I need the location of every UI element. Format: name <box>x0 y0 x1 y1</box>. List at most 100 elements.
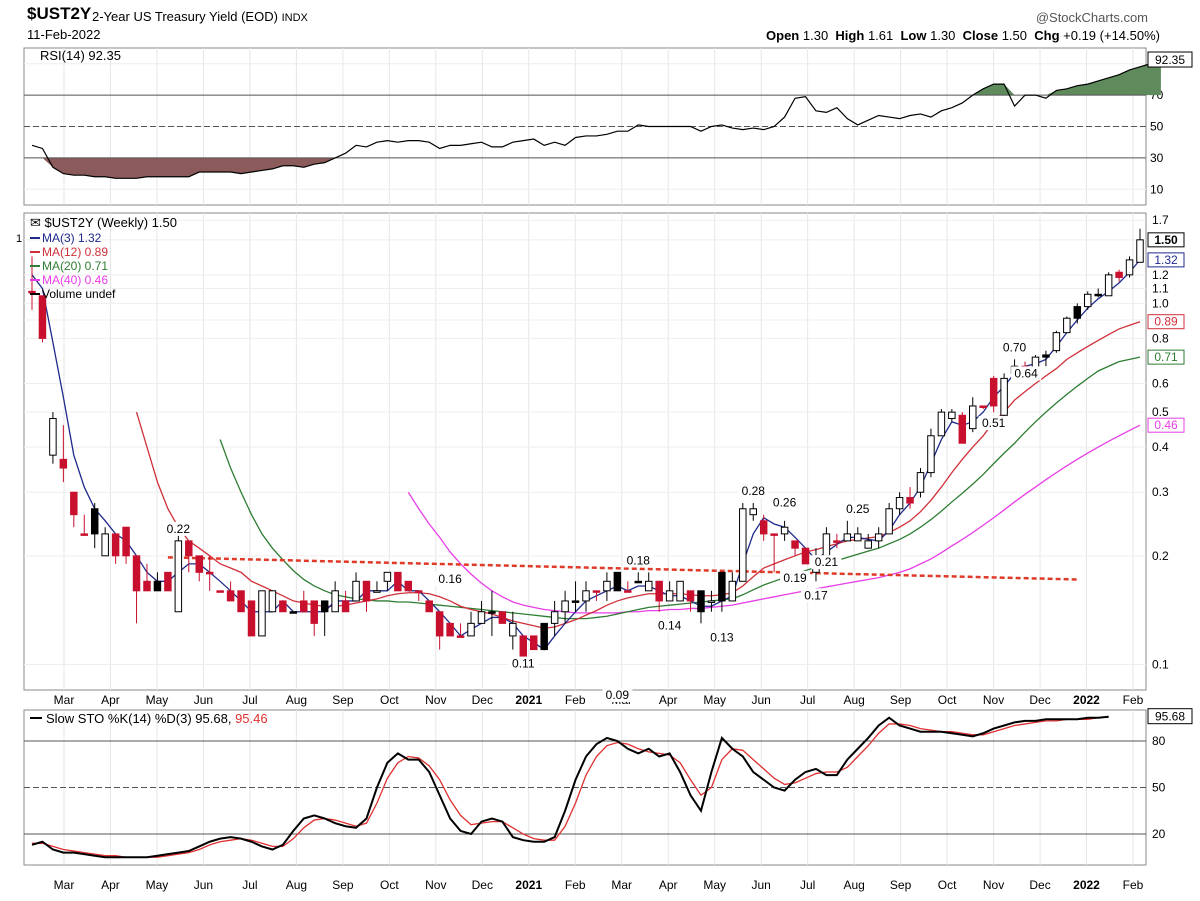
price-right-label: 0.89 <box>1154 315 1178 329</box>
price-right-label-box <box>1147 232 1185 248</box>
sto-x-tick: Aug <box>843 878 864 892</box>
sto-y-tick: 80 <box>1152 734 1166 748</box>
candle-body <box>477 611 486 624</box>
candle-body <box>164 571 172 592</box>
candle-body <box>226 590 235 602</box>
candle-body <box>822 533 831 557</box>
candle-body <box>216 590 224 593</box>
price-y-tick: 1.1 <box>1152 281 1169 295</box>
candle-body <box>28 290 36 294</box>
price-annotation: 0.11 <box>512 657 535 671</box>
price-right-label-box <box>1147 252 1185 268</box>
price-y-tick: 0.1 <box>1152 658 1169 672</box>
ma3-legend-label: MA(3) 1.32 <box>42 231 102 245</box>
candle-body <box>948 411 956 420</box>
ma40-legend-label: MA(40) 0.46 <box>42 273 108 287</box>
price-right-label: 1.50 <box>1154 233 1178 247</box>
candle-body <box>801 547 810 565</box>
price-annotation: 0.09 <box>606 688 630 702</box>
price-x-tick: Dec <box>472 693 493 707</box>
price-right-label-box <box>1147 349 1185 365</box>
candle-body <box>258 590 266 637</box>
candle-body <box>958 414 967 444</box>
sto-x-tick: Dec <box>1029 878 1050 892</box>
candle-body <box>686 590 695 602</box>
annotation-bg <box>738 484 769 499</box>
price-annotation: 0.13 <box>710 630 734 644</box>
candle-body <box>937 411 946 437</box>
price-y-tick: 1.0 <box>1152 296 1169 310</box>
candle-body <box>320 600 329 613</box>
annotation-bg <box>508 656 539 671</box>
price-right-label-box <box>1147 417 1185 433</box>
price-annotation: 0.17 <box>804 588 828 602</box>
chart-date: 11-Feb-2022 <box>27 27 101 42</box>
sto-x-tick: Nov <box>425 878 446 892</box>
candle-body <box>143 580 151 592</box>
candle-body <box>707 600 716 603</box>
price-annotation: 0.22 <box>167 522 191 536</box>
candle-body <box>718 571 726 602</box>
candle-body <box>843 533 852 542</box>
candle-body <box>38 295 47 339</box>
candle-body <box>289 611 298 614</box>
left-edge-label: 1 <box>16 233 22 245</box>
annotation-bg <box>623 553 654 568</box>
candle-body <box>728 580 737 602</box>
price-annotation: 0.28 <box>742 484 766 498</box>
chart-symbol: $UST2Y <box>27 4 92 23</box>
candle-body <box>49 418 57 456</box>
candle-body <box>362 580 371 602</box>
candle-body <box>80 533 89 536</box>
candle-body <box>467 622 475 637</box>
annotation-bg <box>780 570 811 585</box>
price-x-tick: Aug <box>843 693 864 707</box>
candle-body <box>383 571 392 582</box>
candle-body <box>624 590 632 593</box>
price-y-tick: 1.2 <box>1152 268 1169 282</box>
price-x-tick: Dec <box>1029 693 1050 707</box>
candle-body <box>185 540 193 557</box>
candle-body <box>582 590 590 602</box>
sto-x-tick: Aug <box>286 878 307 892</box>
price-x-tick: Sep <box>890 693 912 707</box>
source-credit: @StockCharts.com <box>1035 10 1148 25</box>
rsi-title: RSI(14) 92.35 <box>40 48 121 63</box>
candle-body <box>132 555 141 592</box>
candle-body <box>404 580 413 592</box>
candle-body <box>1052 332 1061 352</box>
sto-x-tick: Jul <box>242 878 257 892</box>
price-y-tick: 0.4 <box>1152 440 1169 454</box>
price-annotation: 0.64 <box>1014 366 1038 380</box>
candle-body <box>780 526 789 535</box>
candle-body <box>791 540 799 549</box>
ma20-line <box>219 356 1141 620</box>
sto-x-tick: Sep <box>890 878 912 892</box>
price-x-tick: Apr <box>659 693 678 707</box>
sto-x-tick: May <box>146 878 169 892</box>
sto-x-tick: Jun <box>751 878 770 892</box>
price-x-tick: Nov <box>983 693 1004 707</box>
price-title: ✉ $UST2Y (Weekly) 1.50 <box>30 215 177 230</box>
price-annotation: 0.70 <box>1003 340 1027 354</box>
candle-body <box>394 571 402 592</box>
sto-x-tick: Dec <box>472 878 493 892</box>
price-annotation: 0.14 <box>658 619 682 633</box>
candle-body <box>697 590 705 613</box>
price-annotation: 0.16 <box>438 572 462 586</box>
candle-body <box>341 600 350 613</box>
ma12-legend-label: MA(12) 0.89 <box>42 245 108 259</box>
annotation-bg <box>999 340 1030 355</box>
candle-body <box>885 508 893 535</box>
price-x-tick: Oct <box>938 693 957 707</box>
price-annotation: 0.26 <box>773 496 797 510</box>
ma40-line <box>407 424 1141 614</box>
price-right-label-box <box>1147 314 1185 330</box>
sto-x-tick: Jun <box>194 878 213 892</box>
price-y-tick: 0.3 <box>1152 485 1169 499</box>
candle-body <box>770 533 778 536</box>
candle-body <box>300 600 308 613</box>
sto-x-tick: Mar <box>611 878 632 892</box>
sto-x-tick: Sep <box>332 878 354 892</box>
price-right-label: 0.71 <box>1154 350 1178 364</box>
